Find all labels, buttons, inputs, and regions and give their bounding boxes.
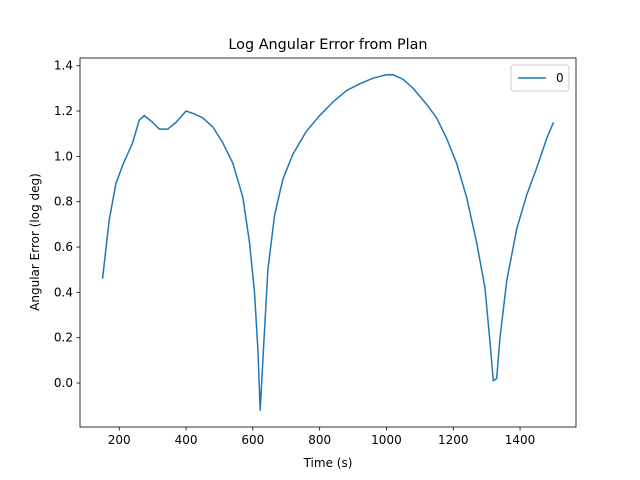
x-tick-label: 1400 [505, 433, 536, 447]
x-tick-label: 200 [108, 433, 131, 447]
chart-title: Log Angular Error from Plan [228, 37, 427, 53]
y-tick-label: 0.8 [54, 195, 73, 209]
line-series [101, 74, 555, 411]
y-tick-label: 1.4 [54, 59, 73, 73]
y-tick-label: 1.0 [54, 149, 73, 163]
plot-frame [79, 57, 577, 428]
y-tick-label: 0.2 [54, 331, 73, 345]
x-tick-label: 1200 [438, 433, 469, 447]
y-axis-label: Angular Error (log deg) [28, 173, 42, 311]
y-tick-label: 0.0 [54, 376, 73, 390]
x-tick-label: 800 [308, 433, 331, 447]
y-tick-label: 1.2 [54, 104, 73, 118]
y-tick-label: 0.4 [54, 285, 73, 299]
x-tick-label: 400 [175, 433, 198, 447]
x-axis-label: Time (s) [303, 456, 353, 470]
legend-label: 0 [556, 71, 564, 85]
y-tick-label: 0.6 [54, 240, 73, 254]
x-tick-label: 1000 [371, 433, 402, 447]
x-tick-label: 600 [241, 433, 264, 447]
